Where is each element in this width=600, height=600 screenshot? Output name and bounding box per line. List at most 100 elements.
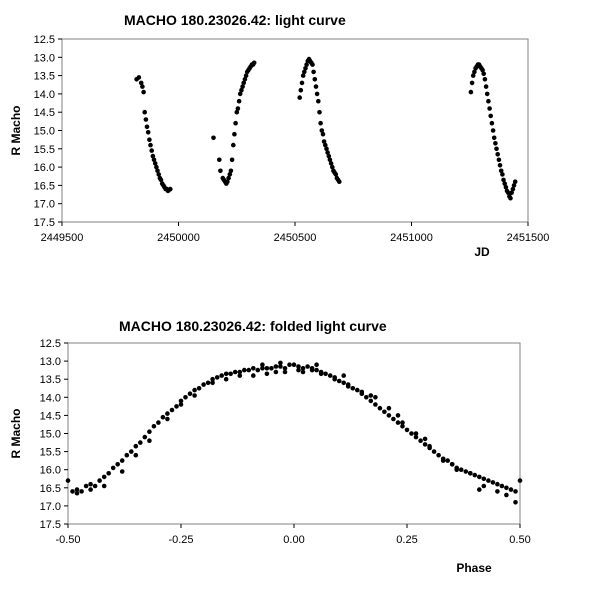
x-tick-label: -0.25 xyxy=(168,534,193,546)
data-point xyxy=(299,80,305,86)
data-point xyxy=(143,117,149,122)
data-point xyxy=(282,366,288,371)
data-point xyxy=(211,135,216,141)
data-point xyxy=(330,164,335,170)
data-point xyxy=(237,91,243,97)
data-point xyxy=(241,80,246,86)
data-point xyxy=(242,77,248,82)
data-point xyxy=(300,73,306,78)
data-point xyxy=(296,367,301,373)
data-point xyxy=(318,120,323,126)
data-point xyxy=(187,391,193,397)
data-point xyxy=(237,369,243,375)
x-axis-label: Phase xyxy=(456,561,492,575)
data-point xyxy=(404,427,410,433)
data-point xyxy=(314,367,319,373)
data-point xyxy=(282,369,288,375)
y-tick-label: 14.0 xyxy=(34,89,55,101)
data-point xyxy=(493,141,498,146)
data-point xyxy=(504,492,509,498)
data-point xyxy=(147,429,152,435)
x-tick-label: 2451500 xyxy=(507,232,550,244)
folded-curve-title: MACHO 180.23026.42: folded light curve xyxy=(119,318,387,334)
data-point xyxy=(482,77,488,82)
data-point xyxy=(147,137,152,142)
data-point xyxy=(486,98,491,104)
data-point xyxy=(296,364,301,369)
data-point xyxy=(228,168,234,174)
data-point xyxy=(336,378,342,384)
data-point xyxy=(97,478,102,483)
data-point xyxy=(440,458,446,463)
data-point xyxy=(377,405,383,411)
data-point xyxy=(495,481,500,487)
x-tick-label: 2450000 xyxy=(157,232,200,244)
data-point xyxy=(150,153,156,159)
data-point xyxy=(328,161,334,166)
y-tick-label: 17.0 xyxy=(40,501,61,513)
data-point xyxy=(409,431,414,436)
data-point xyxy=(226,175,231,181)
data-point xyxy=(427,443,432,449)
data-point xyxy=(345,384,351,389)
data-point xyxy=(413,434,419,440)
data-point xyxy=(486,478,491,483)
data-point xyxy=(317,109,322,115)
data-point xyxy=(210,380,215,386)
data-point xyxy=(332,376,338,382)
data-point xyxy=(323,371,328,377)
data-point xyxy=(269,366,274,371)
data-point xyxy=(297,95,303,100)
data-point xyxy=(233,120,238,126)
data-point xyxy=(491,135,497,141)
data-point xyxy=(196,386,202,391)
data-point xyxy=(512,179,518,184)
data-point xyxy=(169,407,175,413)
data-point xyxy=(314,362,319,368)
data-point xyxy=(145,130,151,135)
data-point xyxy=(498,168,504,174)
data-point xyxy=(355,387,360,393)
data-point xyxy=(291,362,297,368)
data-point xyxy=(138,440,143,445)
data-point xyxy=(140,84,145,89)
data-point xyxy=(395,413,401,418)
data-point xyxy=(312,77,318,82)
data-point xyxy=(74,487,80,492)
data-point xyxy=(302,69,307,75)
data-point xyxy=(303,66,308,71)
data-point xyxy=(92,483,98,489)
data-point xyxy=(148,142,153,148)
y-tick-label: 14.0 xyxy=(40,392,61,404)
data-point xyxy=(218,168,223,174)
data-point xyxy=(300,369,306,375)
data-point xyxy=(508,195,513,201)
data-point xyxy=(144,124,150,130)
x-tick-label: -0.50 xyxy=(55,534,80,546)
plot-area xyxy=(67,342,521,525)
data-point xyxy=(304,62,309,67)
data-point xyxy=(165,411,170,416)
data-point xyxy=(273,369,279,375)
data-point xyxy=(251,60,257,66)
data-point xyxy=(217,157,222,163)
data-point xyxy=(469,80,475,86)
y-tick-label: 13.0 xyxy=(34,52,55,64)
y-tick-label: 15.0 xyxy=(40,429,61,441)
y-tick-label: 17.5 xyxy=(40,519,61,531)
data-point xyxy=(278,364,283,369)
y-tick-label: 15.0 xyxy=(34,126,55,138)
y-tick-label: 15.5 xyxy=(40,447,61,459)
data-point xyxy=(458,467,464,473)
data-point xyxy=(237,373,243,378)
data-point xyxy=(136,75,142,80)
data-point xyxy=(511,183,517,188)
data-point xyxy=(264,371,270,377)
data-point xyxy=(310,62,315,67)
x-tick-label: 0.00 xyxy=(283,534,304,546)
data-point xyxy=(499,483,505,489)
data-point xyxy=(101,474,107,480)
data-point xyxy=(88,487,93,492)
data-point xyxy=(386,413,392,418)
